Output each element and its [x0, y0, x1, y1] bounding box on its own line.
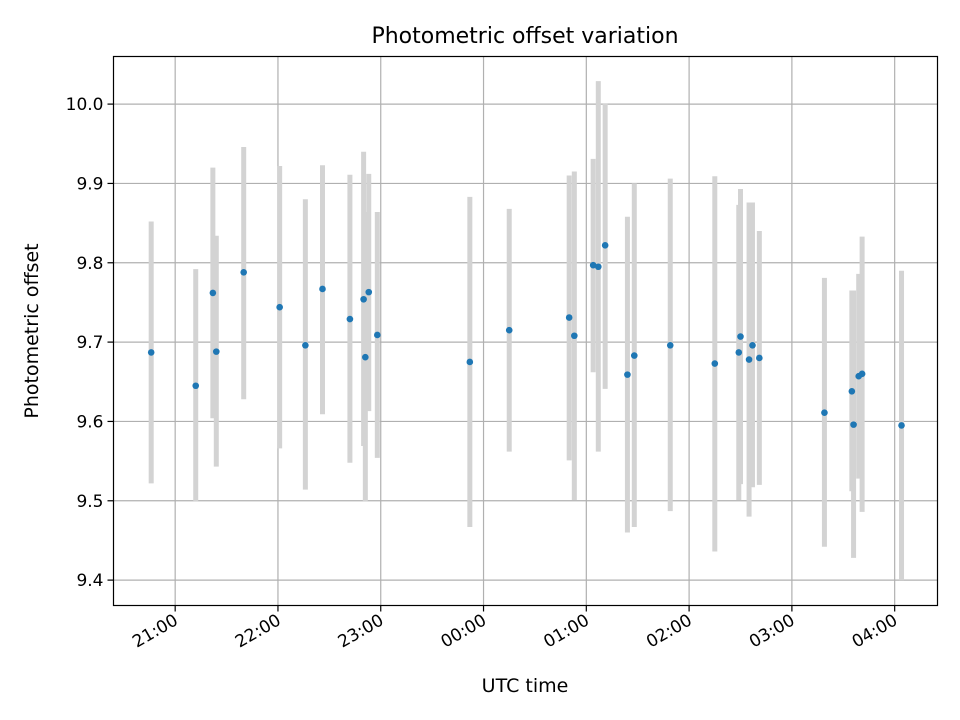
data-point — [147, 349, 155, 356]
data-point — [212, 348, 220, 355]
data-point — [276, 303, 283, 311]
grid — [113, 56, 938, 606]
data-point — [319, 285, 326, 293]
data-point — [565, 314, 573, 321]
data-point — [365, 288, 373, 296]
data-points — [147, 242, 905, 429]
data-point — [346, 315, 354, 323]
data-point — [850, 421, 857, 428]
data-point — [360, 295, 367, 303]
y-axis-ticks: 9.4 9.5 9.6 9.7 9.8 9.9 10.0 — [66, 95, 114, 591]
y-tick-label: 9.5 — [76, 492, 103, 512]
y-tick-label: 10.0 — [66, 95, 104, 115]
data-point — [374, 331, 381, 339]
data-point — [595, 263, 602, 271]
data-point — [898, 422, 905, 429]
chart-title: Photometric offset variation — [371, 24, 678, 49]
y-axis-label: Photometric offset — [21, 243, 43, 418]
data-point — [821, 409, 828, 417]
data-point — [756, 354, 763, 362]
data-point — [711, 360, 719, 367]
x-axis-label: UTC time — [482, 675, 569, 697]
data-point — [571, 332, 578, 340]
y-tick-label: 9.9 — [76, 174, 103, 194]
data-point — [466, 358, 474, 366]
data-point — [737, 333, 744, 340]
data-point — [858, 370, 866, 378]
y-tick-label: 9.8 — [76, 254, 103, 274]
data-point — [749, 341, 756, 349]
data-point — [192, 382, 200, 390]
y-tick-label: 9.6 — [76, 412, 103, 432]
y-tick-label: 9.4 — [76, 571, 103, 591]
data-point — [848, 387, 856, 395]
data-point — [630, 352, 638, 359]
data-point — [362, 353, 369, 361]
data-point — [624, 371, 631, 378]
plot-frame — [112, 55, 939, 607]
data-point — [302, 341, 309, 349]
data-point — [735, 349, 743, 356]
y-tick-label: 9.7 — [76, 333, 103, 353]
data-point — [505, 326, 513, 334]
data-point — [209, 289, 217, 297]
data-point — [666, 341, 674, 349]
data-point — [589, 261, 597, 269]
data-point — [745, 356, 753, 363]
data-point — [601, 242, 609, 249]
data-point — [240, 268, 247, 276]
